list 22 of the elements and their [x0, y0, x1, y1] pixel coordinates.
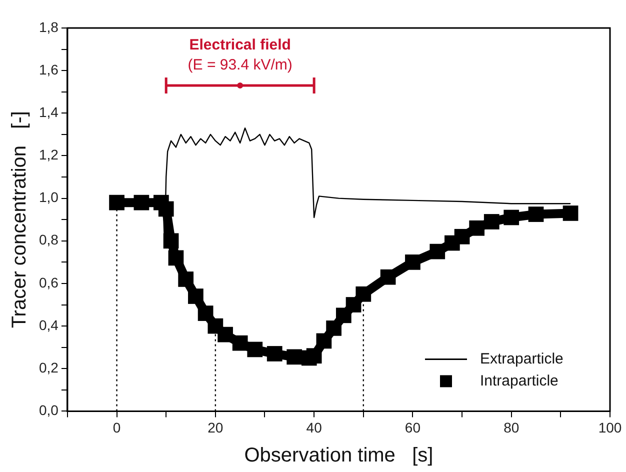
y-tick-label: 1,8: [38, 18, 59, 35]
x-axis-title: Observation time [s]: [244, 444, 434, 467]
annotation: Electrical field: [189, 36, 291, 54]
y-tick-label: 1,2: [38, 146, 59, 163]
x-tick-label: 100: [598, 419, 622, 436]
annotation: (E = 93.4 kV/m): [188, 56, 292, 74]
y-tick-label: 0,6: [38, 274, 59, 290]
y-tick-label: 0,8: [38, 232, 59, 248]
y-tick-label: 0,0: [38, 402, 59, 418]
x-tick-label: 0: [112, 419, 121, 436]
y-axis-title: Tracer concentration [-]: [8, 111, 31, 328]
legend-label: Intraparticle: [480, 372, 558, 390]
x-tick-label: 80: [504, 419, 520, 436]
y-tick-label: 1,4: [38, 104, 59, 120]
y-tick-label: 1,6: [38, 61, 59, 78]
x-tick-label: 20: [208, 419, 224, 436]
y-tick-label: 0,2: [38, 359, 59, 376]
x-tick-label: 60: [404, 419, 421, 436]
legend-label: Extraparticle: [480, 350, 564, 368]
y-tick-label: 1,0: [38, 189, 59, 206]
x-tick-label: 40: [306, 419, 322, 436]
y-tick-label: 0,4: [38, 316, 59, 333]
